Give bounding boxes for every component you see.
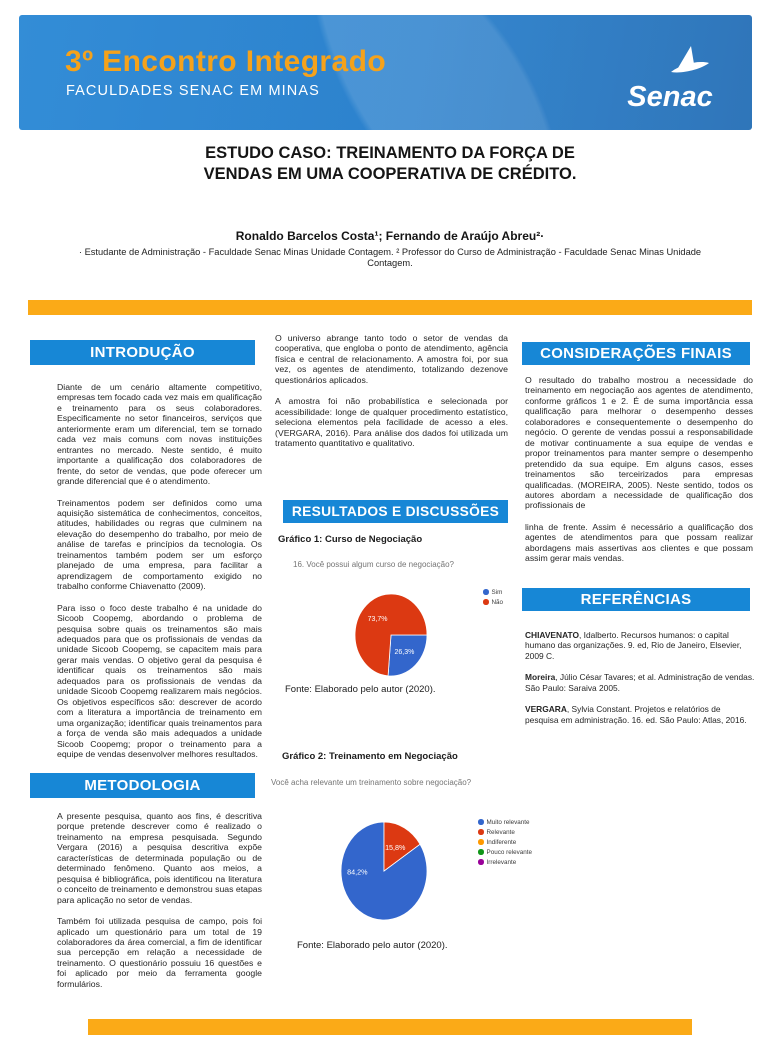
legend-label: Não — [491, 598, 504, 606]
pie-slice — [383, 821, 421, 872]
consideracoes-text: O resultado do trabalho mostrou a necess… — [525, 375, 753, 575]
pie-slice-label: 26,3% — [394, 649, 414, 656]
intro-paragraph: Diante de um cenário altamente competiti… — [57, 382, 262, 487]
reference-entry: CHIAVENATO, Idalberto. Recursos humanos:… — [525, 630, 742, 661]
legend-color-dot — [478, 839, 484, 845]
legend-color-dot — [478, 819, 484, 825]
legend-item: Pouco relevante — [478, 847, 532, 857]
event-subtitle: FACULDADES SENAC EM MINAS — [66, 83, 320, 99]
pie-slice-label: 73,7% — [368, 616, 388, 623]
legend-label: Relevante — [486, 828, 515, 836]
introducao-text: Diante de um cenário altamente competiti… — [57, 382, 262, 770]
metodologia-text: A presente pesquisa, quanto aos fins, é … — [57, 811, 262, 1000]
senac-wordmark: Senac — [627, 81, 712, 113]
consideracoes-paragraph: O resultado do trabalho mostrou a necess… — [525, 375, 753, 511]
metodologia-paragraph: A presente pesquisa, quanto aos fins, é … — [57, 811, 262, 905]
pie-slice — [340, 821, 428, 921]
pie-slice-label: 84,2% — [347, 868, 368, 877]
pie-slice — [387, 634, 428, 677]
chart-2-legend: Muito relevante Relevante Indiferente Pouco… — [478, 817, 532, 867]
section-heading-introducao: INTRODUÇÃO — [30, 340, 255, 365]
legend-label: Irrelevante — [486, 858, 517, 866]
legend-label: Pouco relevante — [486, 848, 533, 856]
legend-item: Relevante — [478, 827, 532, 837]
universo-paragraph: A amostra foi não probabilística e selec… — [275, 396, 508, 449]
divider-bar-bottom — [88, 1019, 692, 1035]
legend-color-dot — [478, 829, 484, 835]
metodologia-paragraph: Também foi utilizada pesquisa de campo, … — [57, 916, 262, 989]
pie-slice-label: 15,8% — [385, 843, 406, 852]
chart-1-legend: Sim Não — [483, 587, 503, 607]
section-heading-referencias: REFERÊNCIAS — [522, 588, 750, 611]
universo-paragraph: O universo abrange tanto todo o setor de… — [275, 333, 508, 385]
legend-color-dot — [483, 599, 489, 605]
section-heading-consideracoes: CONSIDERAÇÕES FINAIS — [522, 342, 750, 365]
senac-logo: Senac — [627, 46, 713, 113]
legend-color-dot — [478, 849, 484, 855]
authors-line: Ronaldo Barcelos Costa¹; Fernando de Ara… — [235, 229, 545, 243]
legend-item: Muito relevante — [478, 817, 532, 827]
intro-paragraph: Para isso o foco deste trabalho é na uni… — [57, 602, 262, 759]
chart-2-question: Você acha relevante um treinamento sobre… — [271, 778, 472, 787]
reference-entry: Moreira, Júlio César Tavares; et al. Adm… — [525, 672, 755, 693]
legend-label: Muito relevante — [486, 818, 530, 826]
legend-item: Irrelevante — [478, 857, 532, 867]
legend-color-dot — [478, 859, 484, 865]
legend-item: Sim — [483, 587, 503, 597]
reference-entry: VERGARA, Sylvia Constant. Projetos e rel… — [525, 704, 747, 725]
referencias-list: CHIAVENATO, Idalberto. Recursos humanos:… — [525, 630, 755, 736]
intro-paragraph: Treinamentos podem ser definidos como um… — [57, 497, 262, 592]
legend-label: Indiferente — [486, 838, 517, 846]
chart-2-source: Fonte: Elaborado pelo autor (2020). — [297, 940, 448, 951]
affiliations-line: · Estudante de Administração - Faculdade… — [78, 247, 702, 268]
event-title: 3º Encontro Integrado — [65, 45, 387, 78]
consideracoes-paragraph: linha de frente. Assim é necessário a qu… — [525, 521, 753, 564]
poster-title: ESTUDO CASO: TREINAMENTO DA FORÇA DE VEN… — [203, 144, 577, 183]
chart-1-question: 16. Você possui algum curso de negociaçã… — [293, 560, 454, 569]
event-banner: 3º Encontro Integrado FACULDADES SENAC E… — [19, 15, 752, 130]
divider-bar-top — [28, 300, 752, 315]
legend-item: Indiferente — [478, 837, 532, 847]
universo-text: O universo abrange tanto todo o setor de… — [275, 333, 508, 460]
section-heading-resultados: RESULTADOS E DISCUSSÕES — [283, 500, 508, 523]
section-heading-metodologia: METODOLOGIA — [30, 773, 255, 798]
legend-color-dot — [483, 589, 489, 595]
chart-1-source: Fonte: Elaborado pelo autor (2020). — [285, 684, 436, 695]
chart-1-title: Gráfico 1: Curso de Negociação — [278, 534, 423, 545]
pie-slice — [354, 593, 428, 677]
chart-2-title: Gráfico 2: Treinamento em Negociação — [282, 751, 458, 762]
legend-item: Não — [483, 597, 503, 607]
legend-label: Sim — [491, 588, 503, 596]
sail-icon — [671, 46, 709, 73]
